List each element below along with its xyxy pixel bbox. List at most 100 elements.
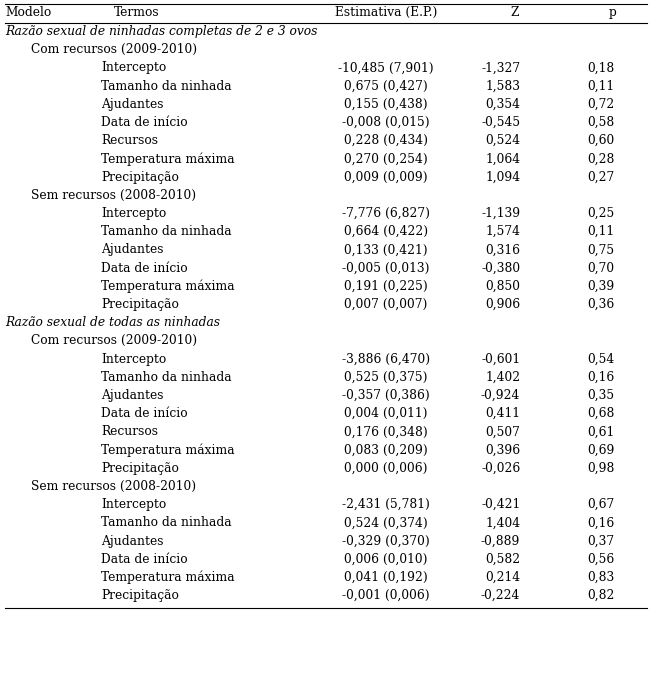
Text: 0,411: 0,411 [485,407,520,420]
Text: Sem recursos (2008-2010): Sem recursos (2008-2010) [31,189,196,202]
Text: 0,69: 0,69 [587,444,614,456]
Text: Estimativa (E.P.): Estimativa (E.P.) [334,6,437,19]
Text: -0,357 (0,386): -0,357 (0,386) [342,389,430,402]
Text: 0,25: 0,25 [587,207,614,220]
Text: Temperatura máxima: Temperatura máxima [101,280,235,293]
Text: 0,396: 0,396 [485,444,520,456]
Text: 0,27: 0,27 [587,171,614,183]
Text: 1,583: 1,583 [485,80,520,92]
Text: 0,214: 0,214 [485,571,520,584]
Text: -0,380: -0,380 [481,262,520,274]
Text: 0,82: 0,82 [587,589,614,602]
Text: Tamanho da ninhada: Tamanho da ninhada [101,225,231,238]
Text: Recursos: Recursos [101,134,158,147]
Text: 0,006 (0,010): 0,006 (0,010) [344,553,428,566]
Text: Razão sexual de todas as ninhadas: Razão sexual de todas as ninhadas [5,316,220,329]
Text: 0,354: 0,354 [485,98,520,111]
Text: -0,001 (0,006): -0,001 (0,006) [342,589,430,602]
Text: -0,224: -0,224 [481,589,520,602]
Text: 0,11: 0,11 [587,80,614,92]
Text: Intercepto: Intercepto [101,207,166,220]
Text: Temperatura máxima: Temperatura máxima [101,153,235,166]
Text: -0,008 (0,015): -0,008 (0,015) [342,116,430,129]
Text: Intercepto: Intercepto [101,353,166,365]
Text: 0,664 (0,422): 0,664 (0,422) [344,225,428,238]
Text: Sem recursos (2008-2010): Sem recursos (2008-2010) [31,480,196,493]
Text: 0,68: 0,68 [587,407,614,420]
Text: 0,58: 0,58 [587,116,614,129]
Text: 0,61: 0,61 [587,426,614,438]
Text: 0,041 (0,192): 0,041 (0,192) [344,571,428,584]
Text: 0,176 (0,348): 0,176 (0,348) [344,426,428,438]
Text: -0,545: -0,545 [481,116,520,129]
Text: 0,582: 0,582 [485,553,520,566]
Text: -1,327: -1,327 [481,62,520,74]
Text: Precipitação: Precipitação [101,589,179,602]
Text: Temperatura máxima: Temperatura máxima [101,571,235,584]
Text: p: p [609,6,617,19]
Text: 0,37: 0,37 [587,535,614,547]
Text: Tamanho da ninhada: Tamanho da ninhada [101,371,231,384]
Text: 0,228 (0,434): 0,228 (0,434) [344,134,428,147]
Text: -3,886 (6,470): -3,886 (6,470) [342,353,430,365]
Text: 0,133 (0,421): 0,133 (0,421) [344,244,428,256]
Text: 0,155 (0,438): 0,155 (0,438) [344,98,428,111]
Text: 1,402: 1,402 [485,371,520,384]
Text: 1,404: 1,404 [485,517,520,529]
Text: 0,009 (0,009): 0,009 (0,009) [344,171,428,183]
Text: -0,924: -0,924 [481,389,520,402]
Text: 0,60: 0,60 [587,134,614,147]
Text: Modelo: Modelo [5,6,52,19]
Text: Data de início: Data de início [101,116,188,129]
Text: -0,421: -0,421 [481,498,520,511]
Text: -2,431 (5,781): -2,431 (5,781) [342,498,430,511]
Text: -7,776 (6,827): -7,776 (6,827) [342,207,430,220]
Text: 0,54: 0,54 [587,353,614,365]
Text: -1,139: -1,139 [481,207,520,220]
Text: Temperatura máxima: Temperatura máxima [101,444,235,457]
Text: Termos: Termos [114,6,160,19]
Text: 0,507: 0,507 [486,426,520,438]
Text: 0,39: 0,39 [587,280,614,293]
Text: 0,083 (0,209): 0,083 (0,209) [344,444,428,456]
Text: 0,36: 0,36 [587,298,614,311]
Text: -0,329 (0,370): -0,329 (0,370) [342,535,430,547]
Text: 0,35: 0,35 [587,389,614,402]
Text: Razão sexual de ninhadas completas de 2 e 3 ovos: Razão sexual de ninhadas completas de 2 … [5,25,318,38]
Text: 0,72: 0,72 [587,98,614,111]
Text: Intercepto: Intercepto [101,62,166,74]
Text: Com recursos (2009-2010): Com recursos (2009-2010) [31,335,198,347]
Text: 0,75: 0,75 [587,244,614,256]
Text: Ajudantes: Ajudantes [101,389,164,402]
Text: Intercepto: Intercepto [101,498,166,511]
Text: Z: Z [511,6,520,19]
Text: 0,524 (0,374): 0,524 (0,374) [344,517,428,529]
Text: Tamanho da ninhada: Tamanho da ninhada [101,517,231,529]
Text: 0,270 (0,254): 0,270 (0,254) [344,153,428,165]
Text: Tamanho da ninhada: Tamanho da ninhada [101,80,231,92]
Text: 0,906: 0,906 [485,298,520,311]
Text: Precipitação: Precipitação [101,298,179,311]
Text: 0,675 (0,427): 0,675 (0,427) [344,80,428,92]
Text: -10,485 (7,901): -10,485 (7,901) [338,62,434,74]
Text: -0,005 (0,013): -0,005 (0,013) [342,262,430,274]
Text: 0,67: 0,67 [587,498,614,511]
Text: 0,191 (0,225): 0,191 (0,225) [344,280,428,293]
Text: 0,316: 0,316 [485,244,520,256]
Text: Ajudantes: Ajudantes [101,98,164,111]
Text: 0,83: 0,83 [587,571,614,584]
Text: Ajudantes: Ajudantes [101,535,164,547]
Text: 0,525 (0,375): 0,525 (0,375) [344,371,428,384]
Text: 0,11: 0,11 [587,225,614,238]
Text: 0,16: 0,16 [587,371,614,384]
Text: -0,026: -0,026 [481,462,520,475]
Text: Ajudantes: Ajudantes [101,244,164,256]
Text: -0,601: -0,601 [481,353,520,365]
Text: 0,18: 0,18 [587,62,614,74]
Text: 0,28: 0,28 [587,153,614,165]
Text: 0,524: 0,524 [485,134,520,147]
Text: 0,850: 0,850 [485,280,520,293]
Text: 1,094: 1,094 [485,171,520,183]
Text: 0,007 (0,007): 0,007 (0,007) [344,298,428,311]
Text: Recursos: Recursos [101,426,158,438]
